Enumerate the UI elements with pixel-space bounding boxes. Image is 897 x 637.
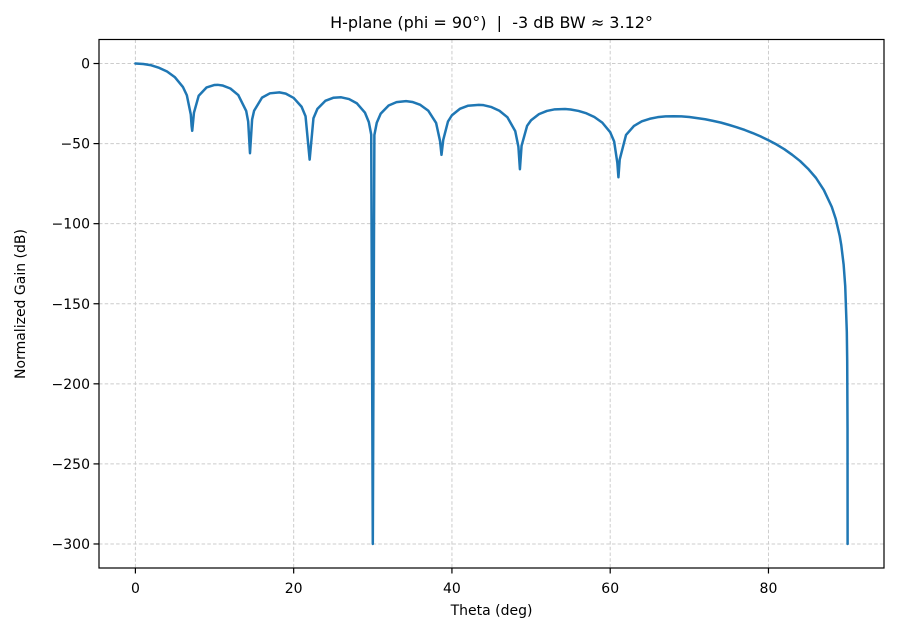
x-tick-label: 0: [131, 581, 140, 597]
y-tick-label: −250: [52, 457, 90, 473]
y-axis-label: Normalized Gain (dB): [13, 229, 29, 379]
x-tick-label: 80: [760, 581, 778, 597]
y-tick-label: −100: [52, 217, 90, 233]
chart-title: H-plane (phi = 90°) | -3 dB BW ≈ 3.12°: [330, 13, 653, 32]
y-tick-label: −200: [52, 377, 90, 393]
y-tick-label: −50: [60, 137, 90, 153]
x-axis-label: Theta (deg): [450, 603, 533, 619]
x-tick-label: 60: [601, 581, 619, 597]
gain-curve: [134, 62, 849, 546]
x-tick-label: 40: [443, 581, 461, 597]
y-tick-label: −150: [52, 297, 90, 313]
y-tick-label: 0: [81, 57, 90, 73]
x-tick-label: 20: [285, 581, 303, 597]
y-tick-label: −300: [52, 537, 90, 553]
